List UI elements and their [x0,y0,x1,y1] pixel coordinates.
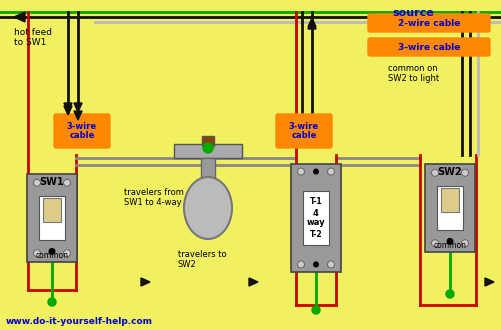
Bar [303,191,328,245]
Ellipse shape [184,177,231,239]
Bar [201,136,213,146]
Polygon shape [74,103,82,112]
Polygon shape [64,106,72,115]
Text: SW2: SW2 [437,167,461,177]
Polygon shape [248,278,258,286]
Polygon shape [64,103,72,112]
FancyBboxPatch shape [367,38,489,56]
Text: 2-wire cable: 2-wire cable [397,18,459,27]
Text: 3-wire
cable: 3-wire cable [67,122,97,140]
Circle shape [297,261,304,268]
Circle shape [63,250,70,257]
Polygon shape [307,18,316,27]
Circle shape [313,169,318,175]
Bar [440,188,458,213]
Circle shape [312,306,319,314]
Circle shape [313,261,318,267]
Circle shape [34,250,41,257]
Polygon shape [14,12,25,22]
Text: 3-wire
cable: 3-wire cable [289,122,319,140]
Circle shape [445,290,453,298]
Circle shape [431,240,438,247]
Bar [436,186,462,230]
Text: travelers from
SW1 to 4-way: travelers from SW1 to 4-way [124,188,183,207]
FancyBboxPatch shape [367,14,489,32]
FancyBboxPatch shape [276,114,331,148]
Circle shape [431,169,438,176]
Circle shape [460,169,467,176]
Circle shape [63,179,70,186]
Text: SW1: SW1 [40,177,64,187]
Text: common: common [36,251,68,260]
Bar [424,164,474,252]
Circle shape [49,248,56,255]
Circle shape [327,261,334,268]
Polygon shape [141,278,150,286]
Bar [200,158,214,182]
Bar [291,164,340,272]
Circle shape [48,298,56,306]
Text: common: common [433,242,465,250]
Text: www.do-it-yourself-help.com: www.do-it-yourself-help.com [6,317,153,326]
Circle shape [34,179,41,186]
Bar [27,174,77,262]
Text: hot feed
to SW1: hot feed to SW1 [14,28,52,48]
Circle shape [460,240,467,247]
Polygon shape [484,278,493,286]
Circle shape [202,143,212,153]
Polygon shape [307,20,316,29]
Bar [174,144,241,158]
Text: 4
way: 4 way [306,209,325,227]
Circle shape [445,238,452,245]
Text: common on
SW2 to light: common on SW2 to light [387,64,438,83]
Text: travelers to
SW2: travelers to SW2 [178,250,226,269]
Circle shape [327,168,334,175]
Bar [43,198,61,222]
Text: T-2: T-2 [309,230,322,239]
Circle shape [297,168,304,175]
FancyBboxPatch shape [54,114,110,148]
Text: 3-wire cable: 3-wire cable [397,43,459,51]
Polygon shape [74,111,82,120]
Text: T-1: T-1 [309,197,322,206]
Text: source: source [391,8,433,18]
Bar [39,196,65,240]
